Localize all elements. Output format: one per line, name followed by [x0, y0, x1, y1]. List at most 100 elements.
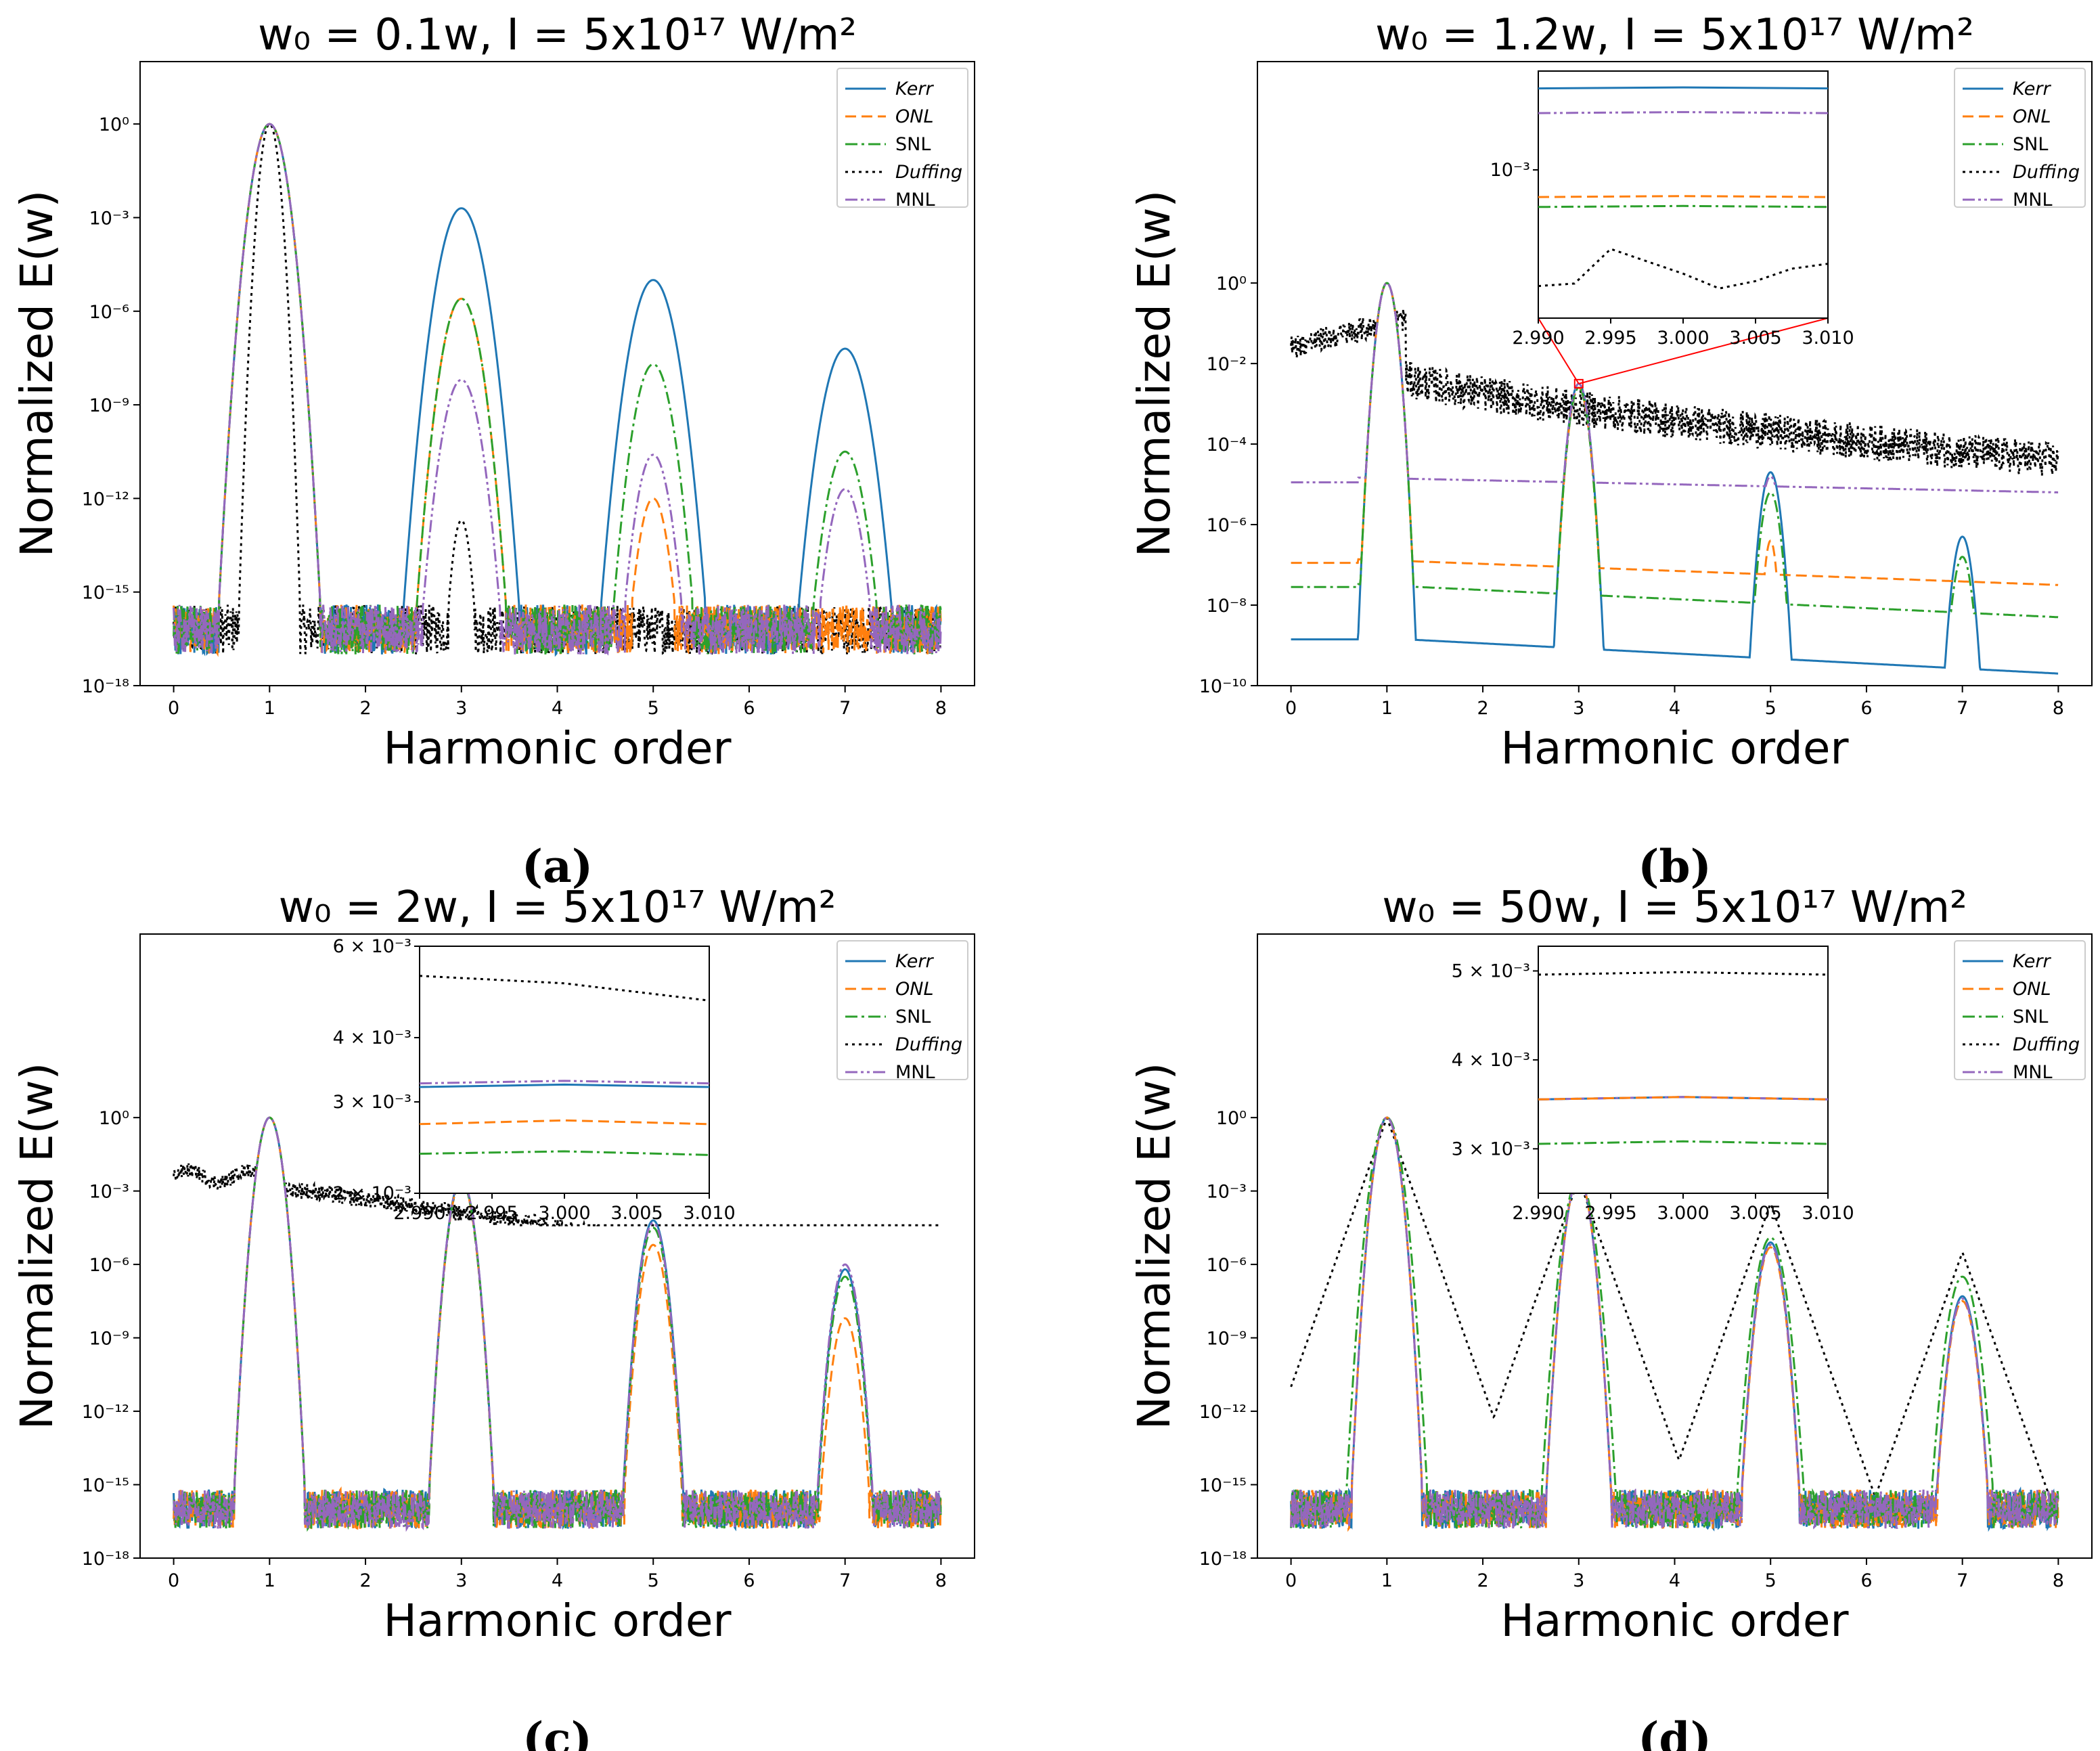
chart-title: w₀ = 0.1w, I = 5x10¹⁷ W/m²	[258, 10, 857, 60]
series-line-onl	[173, 1116, 942, 1530]
legend-label-kerr: Kerr	[895, 951, 934, 972]
x-tick-label: 0	[1285, 1570, 1297, 1591]
legend-label-onl: ONL	[895, 979, 934, 1000]
x-tick-label: 5	[648, 1570, 659, 1591]
y-tick-label: 10⁰	[1216, 1108, 1247, 1129]
legend: Kerr ONL SNL Duffing MNL	[836, 68, 968, 210]
x-tick-label: 0	[1285, 698, 1297, 719]
inset-line-kerr	[1538, 86, 1829, 90]
x-axis-label: Harmonic order	[1500, 722, 1849, 774]
legend: Kerr ONL SNL Duffing MNL	[1954, 68, 2086, 210]
inset: 2.990 2.995 3.000 3.005 3.010 6 × 10⁻³ 4 × 10⁻…	[333, 936, 736, 1224]
plot-area	[1290, 282, 2059, 675]
x-tick-label: 5	[1765, 698, 1777, 719]
legend-frame	[1954, 68, 2086, 208]
inset-frame	[1538, 70, 1829, 319]
x-tick-label: 5	[1765, 1570, 1777, 1591]
y-tick-label: 10⁻¹²	[82, 489, 129, 510]
panel-a: w₀ = 0.1w, I = 5x10¹⁷ W/m² 0 1 2 3 4 5 6 7 8 10⁰ 10…	[11, 10, 975, 893]
x-tick-label: 7	[1957, 698, 1968, 719]
legend-label-snl: SNL	[895, 134, 931, 155]
y-axis-label: Normalized E(w)	[11, 190, 63, 557]
y-tick-label: 10⁻⁴	[1207, 435, 1247, 456]
inset-x-tick-label: 3.005	[610, 1203, 663, 1224]
series-line-mnl	[173, 123, 942, 656]
x-tick-label: 4	[552, 698, 563, 719]
inset-x-tick-label: 3.000	[1657, 1203, 1709, 1224]
inset-x-tick-label: 3.005	[1729, 328, 1781, 349]
panel-label: (a)	[522, 840, 593, 893]
series-line-duffing	[1290, 1116, 2059, 1511]
panel-c: w₀ = 2w, I = 5x10¹⁷ W/m² 0 1 2 3 4 5 6 7 8 10⁰ 10⁻³…	[11, 883, 975, 1751]
y-tick-label: 10⁻⁹	[89, 1329, 129, 1350]
inset-x-tick-label: 3.010	[1802, 1203, 1854, 1224]
inset-y-tick-label: 4 × 10⁻³	[1452, 1050, 1530, 1071]
legend-label-kerr: Kerr	[2013, 951, 2051, 972]
legend: Kerr ONL SNL Duffing MNL	[1954, 940, 2086, 1083]
legend-label-kerr: Kerr	[895, 79, 934, 99]
legend-label-snl: SNL	[2013, 134, 2048, 155]
y-tick-label: 10⁻¹⁸	[1199, 1549, 1247, 1570]
plot-frame	[139, 61, 975, 686]
inset-line-kerr	[419, 1083, 710, 1088]
x-tick-label: 2	[1477, 698, 1488, 719]
y-tick-label: 10⁻²	[1207, 354, 1247, 375]
inset-line-mnl	[1538, 111, 1829, 114]
y-axis-label: Normalized E(w)	[11, 1063, 63, 1429]
y-tick-label: 10⁻³	[89, 1182, 129, 1203]
series-line-mnl	[1290, 1116, 2059, 1531]
inset-zoom-marker	[1573, 378, 1584, 389]
inset-y-tick-label: 6 × 10⁻³	[333, 936, 411, 957]
y-tick-label: 10⁻¹⁵	[82, 1476, 129, 1497]
panel-label: (d)	[1638, 1712, 1712, 1751]
series-line-kerr	[173, 123, 942, 657]
legend: Kerr ONL SNL Duffing MNL	[836, 940, 968, 1083]
plot-frame	[1257, 61, 2093, 686]
y-tick-label: 10⁻¹⁸	[82, 1549, 129, 1570]
inset-x-tick-label: 2.990	[1512, 328, 1564, 349]
plot-area	[173, 123, 942, 657]
x-tick-label: 7	[1957, 1570, 1968, 1591]
x-tick-label: 1	[1381, 1570, 1393, 1591]
legend-label-duffing: Duffing	[2013, 162, 2080, 183]
inset-x-tick-label: 2.995	[1584, 328, 1636, 349]
legend-label-duffing: Duffing	[2013, 1034, 2080, 1055]
y-tick-label: 10⁻⁹	[89, 395, 129, 416]
plot-frame	[139, 933, 975, 1559]
x-tick-label: 7	[839, 698, 851, 719]
y-tick-label: 10⁰	[99, 114, 129, 135]
y-tick-label: 10⁻⁶	[89, 302, 129, 323]
inset-line-snl	[1538, 204, 1829, 208]
legend-frame	[836, 68, 968, 208]
x-tick-label: 1	[1381, 698, 1393, 719]
x-tick-label: 0	[168, 698, 179, 719]
legend-label-mnl: MNL	[2013, 190, 2053, 210]
x-axis-label: Harmonic order	[1500, 1595, 1849, 1647]
x-tick-label: 2	[359, 1570, 371, 1591]
inset-x-tick-label: 3.010	[1802, 328, 1854, 349]
y-tick-label: 10⁻¹⁸	[82, 676, 129, 697]
inset-x-tick-label: 2.990	[393, 1203, 445, 1224]
x-tick-label: 1	[264, 698, 275, 719]
inset-x-tick-label: 2.990	[1512, 1203, 1564, 1224]
legend-label-mnl: MNL	[895, 190, 935, 210]
y-tick-label: 10⁻¹⁰	[1199, 676, 1247, 697]
series-line-mnl	[173, 1116, 942, 1532]
series-line-kerr	[1291, 282, 2059, 675]
series-line-mnl	[1291, 282, 2059, 493]
x-tick-label: 6	[743, 1570, 755, 1591]
inset-x-tick-label: 2.995	[466, 1203, 518, 1224]
y-tick-label: 10⁻⁶	[89, 1255, 129, 1276]
plot-frame	[1257, 933, 2093, 1559]
y-tick-label: 10⁻¹²	[1199, 1402, 1247, 1423]
legend-frame	[836, 940, 968, 1080]
x-tick-label: 4	[552, 1570, 563, 1591]
legend-label-mnl: MNL	[2013, 1062, 2053, 1083]
series-line-duffing	[173, 1116, 941, 1229]
x-tick-label: 4	[1669, 698, 1680, 719]
x-tick-label: 8	[935, 698, 947, 719]
legend-label-snl: SNL	[895, 1006, 931, 1027]
panel-label: (b)	[1638, 840, 1712, 893]
inset-line-duffing	[1538, 971, 1829, 976]
x-tick-label: 7	[839, 1570, 851, 1591]
